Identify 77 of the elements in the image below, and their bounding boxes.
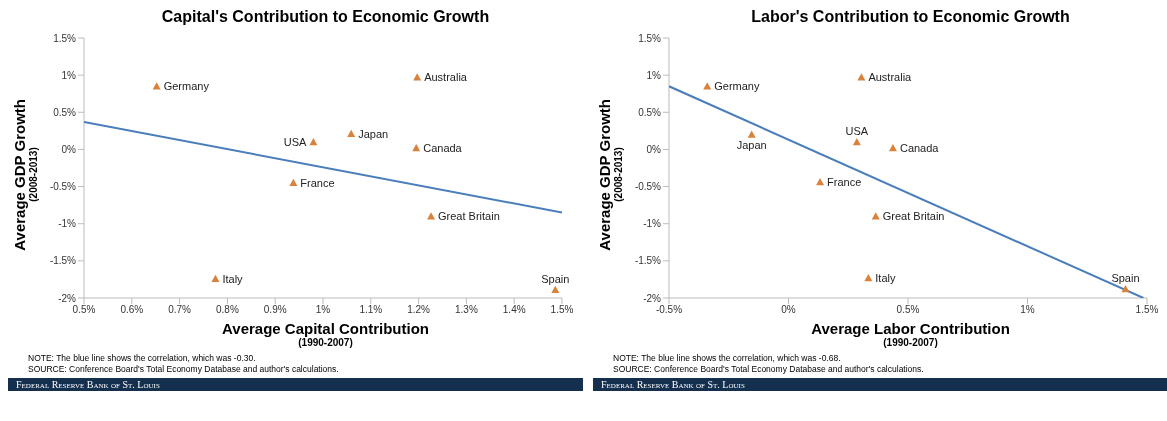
y-tick-label: 1% (61, 69, 77, 81)
annotation: Italy (222, 272, 244, 285)
y-axis-title: Average GDP Growth (2008-2013) (10, 99, 40, 251)
point (413, 73, 422, 81)
x-tick-label: 0% (781, 304, 796, 316)
y-tick-label: -2% (643, 292, 662, 304)
x-tick-label: 1.2% (407, 304, 431, 316)
y-tick-label: -1% (58, 218, 77, 230)
annotation: Italy (875, 271, 896, 284)
annotation: France (300, 176, 335, 189)
chart-title: Labor's Contribution to Economic Growth (750, 8, 1071, 27)
point (747, 130, 756, 138)
annotation: Spain (541, 272, 570, 285)
y-tick-label: -1.5% (49, 255, 77, 267)
annotation: Spain (1111, 272, 1140, 285)
point (852, 138, 861, 146)
x-tick-label: 1.4% (502, 304, 526, 316)
annotation: Great Britain (882, 210, 945, 223)
x-tick-label: 0.5% (72, 304, 96, 316)
text: NOTE: The blue line shows the correlation, which was -0.30. (28, 352, 257, 365)
x-tick-label: 1.5% (1135, 304, 1159, 316)
source-note: SOURCE: Conference Board's Total Economy Database and author's calculations. (613, 364, 925, 376)
y-tick-label: -0.5% (49, 181, 77, 193)
point (871, 212, 880, 220)
point (857, 73, 866, 81)
x-tick-label: 0.5% (896, 304, 920, 316)
y-tick-label: 1% (646, 69, 662, 81)
annotation: Japan (736, 139, 767, 152)
point (888, 143, 897, 152)
x-tick-label: 1% (315, 304, 331, 316)
point (816, 178, 825, 186)
point (551, 285, 560, 294)
annotation: Germany (163, 80, 210, 93)
annotation: Australia (868, 71, 913, 84)
x-tick-label: 1.5% (550, 304, 574, 316)
x-tick-label: 1.3% (455, 304, 478, 316)
y-tick-label: 0.5% (638, 106, 662, 118)
y-tick-label: -2% (58, 292, 77, 304)
point (289, 178, 298, 187)
point (1121, 285, 1130, 293)
annotation: Germany (714, 80, 760, 93)
chart-title: Capital's Contribution to Economic Growth (160, 8, 491, 27)
point (412, 143, 421, 152)
annotation: USA (283, 135, 308, 148)
source-note: SOURCE: Conference Board's Total Economy Database and author's calculations. (28, 364, 340, 376)
y-tick-label: 1.5% (638, 32, 662, 44)
y-tick-label: 0% (61, 143, 77, 155)
y-axis-title: Average GDP Growth (2008-2013) (595, 99, 625, 251)
annotation: France (827, 176, 862, 189)
x-tick-label: 0.8% (216, 304, 239, 316)
y-tick-label: -0.5% (634, 181, 662, 193)
x-tick-label: 0.7% (168, 304, 192, 316)
x-tick-label: 1% (1020, 304, 1035, 316)
text: Federal Reserve Bank of St. Louis (593, 377, 1167, 391)
point (211, 274, 220, 282)
y-tick-label: -1% (643, 218, 662, 230)
annotation: USA (845, 125, 869, 137)
x-tick-label: 0.6% (120, 304, 144, 316)
point (347, 129, 356, 138)
y-tick-label: 0% (646, 143, 662, 155)
annotation: Canada (423, 141, 463, 154)
x-axis-title: Average Capital Contribution (1990-2007) (221, 320, 430, 349)
annotation: Japan (358, 127, 389, 140)
y-tick-label: 0.5% (53, 106, 77, 118)
y-tick-label: 1.5% (53, 32, 77, 44)
y-tick-label: -1.5% (634, 255, 662, 267)
x-tick-label: 0.9% (263, 304, 287, 316)
x-axis-title: Average Labor Contribution (1990-2007) (810, 320, 1011, 349)
text: NOTE: The blue line shows the correlation, which was -0.68. (613, 352, 842, 365)
x-tick-label: -0.5% (655, 304, 683, 316)
point (309, 138, 318, 146)
x-tick-label: 1.1% (359, 304, 383, 316)
annotation: Great Britain (438, 210, 500, 223)
text: Federal Reserve Bank of St. Louis (8, 377, 583, 391)
annotation: Australia (424, 71, 468, 84)
point (864, 273, 873, 282)
annotation: Canada (899, 141, 940, 154)
